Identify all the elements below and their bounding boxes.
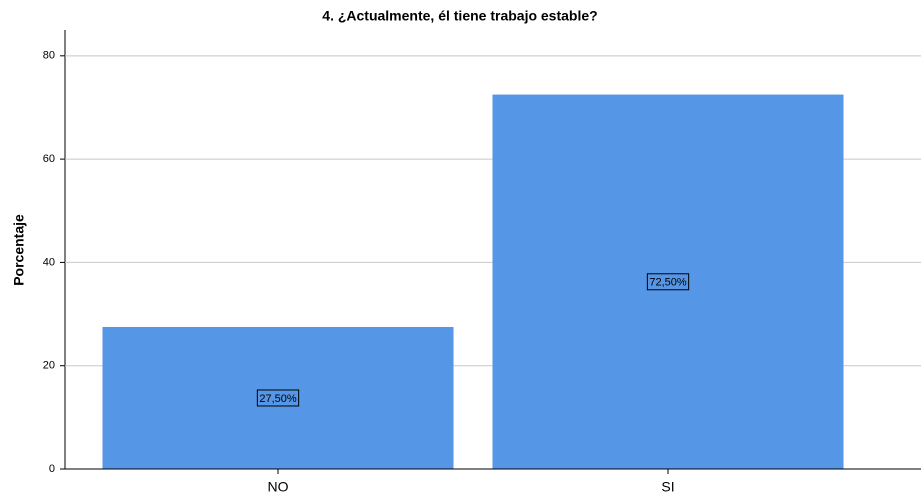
bar xyxy=(492,94,844,469)
y-tick-label: 80 xyxy=(43,50,55,62)
value-label-box xyxy=(646,273,690,291)
y-tick-label: 20 xyxy=(43,360,55,372)
y-tick-label: 60 xyxy=(43,153,55,165)
value-label-box xyxy=(256,389,300,407)
chart-title: 4. ¿Actualmente, él tiene trabajo establ… xyxy=(322,8,597,24)
y-axis-title: Porcentaje xyxy=(11,214,27,286)
value-label: 27,50% xyxy=(259,393,297,405)
y-tick-label: 40 xyxy=(43,256,55,268)
value-label: 72,50% xyxy=(649,277,687,289)
y-tick-label: 0 xyxy=(49,463,55,475)
bar xyxy=(102,326,454,469)
x-tick-label: SI xyxy=(661,479,674,495)
x-tick-label: NO xyxy=(268,479,289,495)
